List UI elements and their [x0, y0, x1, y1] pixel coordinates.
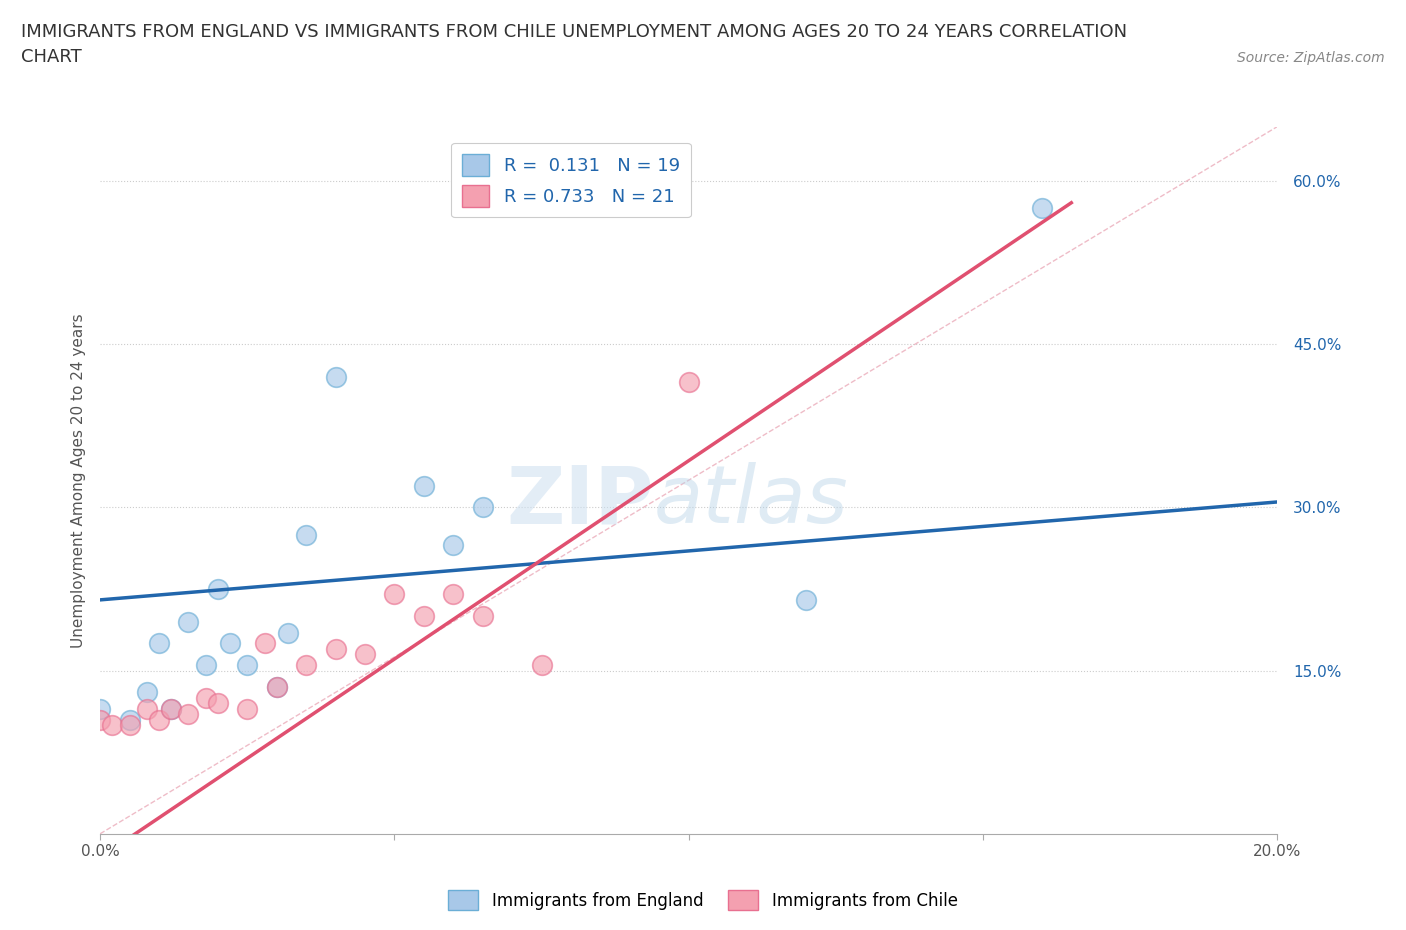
Point	[195, 690, 218, 705]
Point	[1031, 201, 1053, 216]
Point	[159, 701, 181, 716]
Point	[148, 712, 170, 727]
Point	[441, 587, 464, 602]
Point	[89, 701, 111, 716]
Point	[471, 609, 494, 624]
Point	[678, 375, 700, 390]
Legend: Immigrants from England, Immigrants from Chile: Immigrants from England, Immigrants from…	[441, 884, 965, 917]
Point	[325, 642, 347, 657]
Point	[101, 718, 124, 733]
Point	[441, 538, 464, 553]
Point	[295, 527, 318, 542]
Point	[266, 680, 288, 695]
Point	[277, 625, 299, 640]
Point	[412, 478, 434, 493]
Point	[236, 658, 259, 672]
Point	[136, 684, 159, 699]
Point	[471, 500, 494, 515]
Text: ZIP: ZIP	[506, 462, 654, 540]
Point	[195, 658, 218, 672]
Text: atlas: atlas	[654, 462, 848, 540]
Point	[218, 636, 240, 651]
Point	[412, 609, 434, 624]
Point	[530, 658, 553, 672]
Point	[159, 701, 181, 716]
Text: IMMIGRANTS FROM ENGLAND VS IMMIGRANTS FROM CHILE UNEMPLOYMENT AMONG AGES 20 TO 2: IMMIGRANTS FROM ENGLAND VS IMMIGRANTS FR…	[21, 23, 1128, 66]
Point	[384, 587, 406, 602]
Text: Source: ZipAtlas.com: Source: ZipAtlas.com	[1237, 51, 1385, 65]
Point	[89, 712, 111, 727]
Point	[796, 592, 818, 607]
Y-axis label: Unemployment Among Ages 20 to 24 years: Unemployment Among Ages 20 to 24 years	[72, 312, 86, 647]
Point	[236, 701, 259, 716]
Point	[354, 647, 377, 662]
Point	[136, 701, 159, 716]
Point	[148, 636, 170, 651]
Point	[177, 707, 200, 722]
Legend: R =  0.131   N = 19, R = 0.733   N = 21: R = 0.131 N = 19, R = 0.733 N = 21	[451, 142, 690, 218]
Point	[325, 369, 347, 384]
Point	[118, 712, 141, 727]
Point	[118, 718, 141, 733]
Point	[295, 658, 318, 672]
Point	[177, 614, 200, 629]
Point	[253, 636, 276, 651]
Point	[207, 696, 229, 711]
Point	[207, 581, 229, 596]
Point	[266, 680, 288, 695]
